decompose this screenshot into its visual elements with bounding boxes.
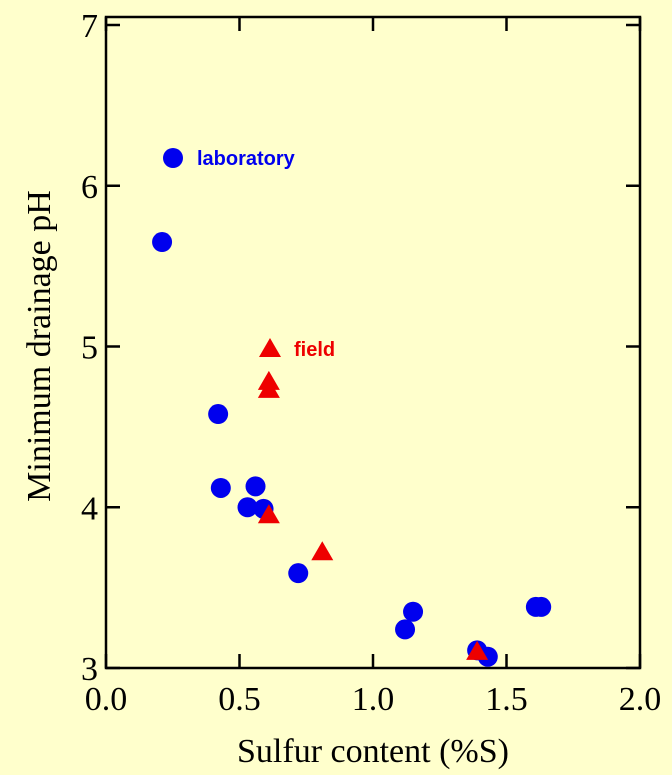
data-point (311, 541, 334, 561)
y-tick-label: 3 (81, 651, 98, 688)
x-axis-label: Sulfur content (%S) (237, 733, 509, 770)
legend-label: field (294, 339, 335, 361)
y-tick-label: 5 (81, 330, 98, 367)
y-tick-label: 7 (81, 8, 98, 45)
y-tick-label: 4 (81, 490, 98, 527)
legend-marker (163, 148, 183, 168)
legend-label: laboratory (197, 148, 296, 170)
data-point (466, 640, 489, 660)
data-point (288, 563, 309, 584)
data-point (210, 477, 231, 498)
x-tick-label: 2.0 (619, 681, 662, 718)
x-tick-label: 0.0 (85, 681, 128, 718)
legend-marker (259, 338, 281, 357)
y-axis-label: Minimum drainage pH (21, 190, 58, 502)
data-point (257, 504, 280, 524)
data-point (245, 476, 266, 497)
x-tick-label: 1.5 (485, 681, 528, 718)
y-tick-label: 6 (81, 169, 98, 206)
x-tick-label: 1.0 (352, 681, 395, 718)
x-tick-label: 0.5 (218, 681, 261, 718)
data-point (208, 404, 229, 425)
data-point (531, 596, 552, 617)
data-point (403, 601, 424, 622)
data-point (395, 619, 416, 640)
data-point (237, 497, 258, 518)
data-point (152, 232, 173, 253)
data-point (257, 378, 280, 398)
